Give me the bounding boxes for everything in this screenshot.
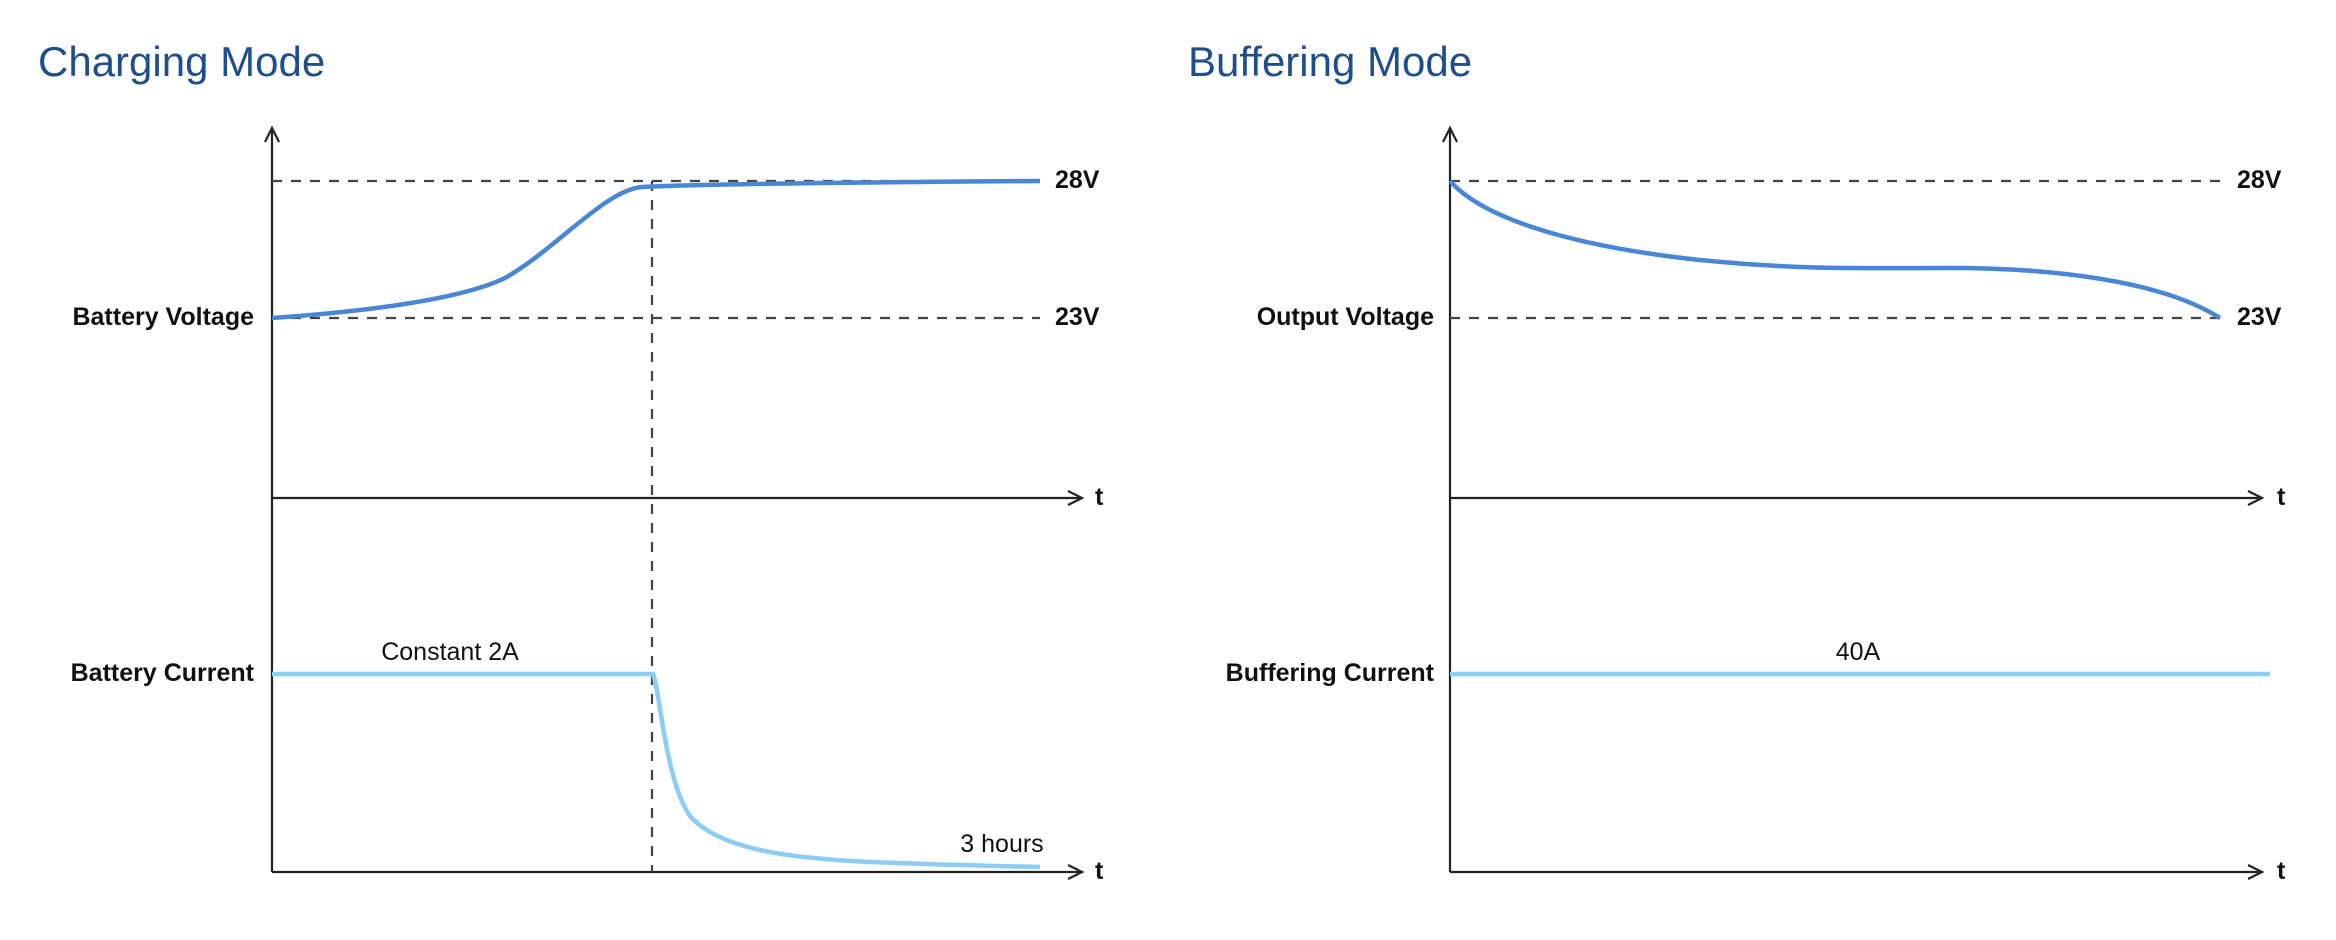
charging-23v-label: 23V <box>1055 303 1100 331</box>
buffering-bottom-t-label: t <box>2277 857 2286 885</box>
buffering-23v-label: 23V <box>2237 303 2282 331</box>
forty-amp-label: 40A <box>1836 638 1881 666</box>
constant-current-label: Constant 2A <box>381 638 519 666</box>
charging-panel: Battery Voltage Battery Current 28V 23V … <box>71 125 1104 885</box>
buffering-top-t-label: t <box>2277 483 2286 511</box>
buffering-panel: Output Voltage Buffering Current 28V 23V… <box>1226 125 2286 885</box>
charging-top-t-label: t <box>1095 483 1104 511</box>
output-voltage-label: Output Voltage <box>1257 303 1434 331</box>
three-hours-label: 3 hours <box>960 830 1043 858</box>
battery-voltage-curve <box>271 178 1041 321</box>
charging-28v-label: 28V <box>1055 166 1100 194</box>
buffering-mode-title: Buffering Mode <box>1188 38 1473 85</box>
battery-voltage-label: Battery Voltage <box>72 303 254 331</box>
buffering-28v-label: 28V <box>2237 166 2282 194</box>
battery-current-curve <box>272 671 1041 870</box>
charging-mode-title: Charging Mode <box>38 38 326 85</box>
battery-current-label: Battery Current <box>71 659 255 687</box>
buffering-current-label: Buffering Current <box>1226 659 1435 687</box>
charging-bottom-t-label: t <box>1095 857 1104 885</box>
output-voltage-curve <box>1448 179 2222 320</box>
